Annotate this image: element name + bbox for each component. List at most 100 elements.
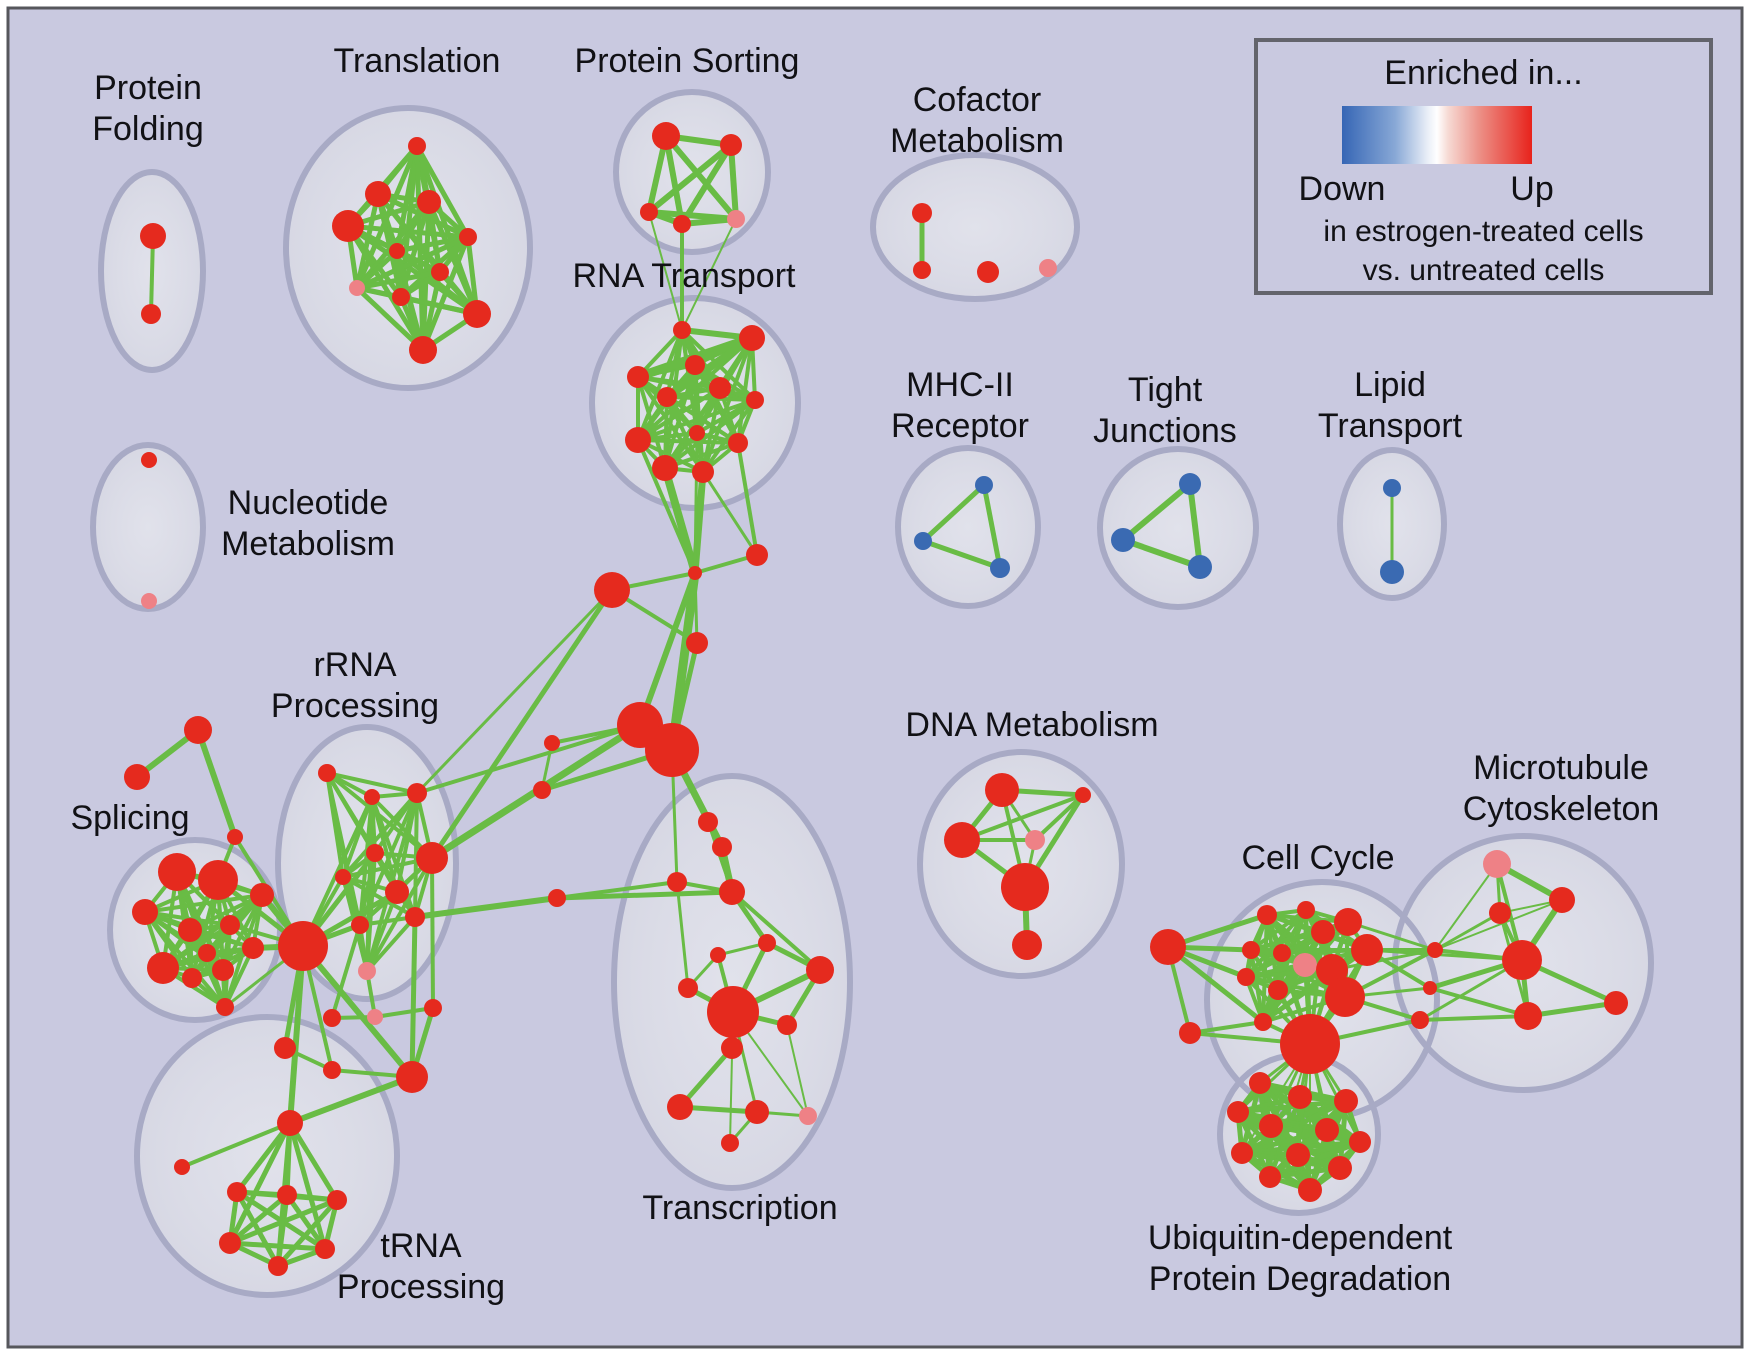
network-edge	[1419, 1014, 1529, 1022]
network-edge	[636, 329, 684, 441]
network-node-tg2	[124, 764, 150, 790]
network-node-tr9	[392, 288, 410, 306]
network-edge	[345, 224, 426, 352]
cluster-label-nucleotide-metabolism-line1: Nucleotide	[228, 484, 389, 522]
network-edge	[663, 135, 685, 225]
network-node-m6	[1604, 991, 1628, 1015]
cluster-label-cofactor-metabolism-line1: Cofactor	[913, 81, 1042, 119]
network-node-cc4	[1242, 941, 1260, 959]
network-node-x7	[806, 956, 834, 984]
network-node-rt5	[709, 377, 731, 399]
network-node-nm2	[141, 593, 157, 609]
network-edge	[667, 572, 700, 751]
network-node-cc11	[1351, 934, 1383, 966]
network-edge	[342, 875, 416, 919]
cluster-label-splicing: Splicing	[70, 799, 189, 837]
network-edge	[1241, 1127, 1328, 1156]
network-node-x11	[721, 1037, 743, 1059]
network-edge	[663, 398, 757, 470]
cluster-ellipse-cofactor-metabolism	[870, 152, 1080, 302]
network-node-x8	[678, 978, 698, 998]
network-node-tr7	[431, 263, 449, 281]
network-node-r16	[323, 1061, 341, 1079]
network-node-r10	[358, 962, 376, 980]
legend-down-label: Down	[1298, 170, 1386, 208]
network-edge	[1434, 899, 1563, 951]
network-node-th	[277, 1110, 303, 1136]
network-edge	[736, 337, 754, 444]
network-edge	[675, 881, 690, 989]
network-edge	[701, 387, 722, 473]
network-node-cc8	[1237, 968, 1255, 986]
network-edge	[356, 269, 441, 291]
cluster-label-translation: Translation	[334, 42, 501, 80]
network-node-ccL	[1150, 929, 1186, 965]
cluster-label-rna-transport: RNA Transport	[573, 257, 797, 295]
network-node-s9	[212, 959, 234, 981]
network-node-c3	[594, 572, 630, 608]
network-edge	[1434, 911, 1501, 952]
network-node-m1	[1483, 850, 1511, 878]
cluster-ellipse-translation	[283, 105, 533, 391]
network-node-m3	[1489, 902, 1511, 924]
cluster-ellipse-microtubule-cytoskeleton	[1392, 833, 1654, 1093]
network-edge	[234, 1190, 281, 1268]
network-edge	[681, 218, 737, 331]
network-node-c7	[548, 889, 566, 907]
network-node-tr11	[409, 336, 437, 364]
cluster-ellipse-protein-folding	[98, 169, 206, 373]
network-node-r3	[407, 783, 427, 803]
network-node-rt8	[689, 425, 705, 441]
network-edge	[414, 895, 558, 920]
network-node-x15	[721, 1134, 739, 1152]
network-node-s11	[216, 998, 234, 1016]
network-node-x10	[777, 1015, 797, 1035]
network-node-ccG	[1280, 1014, 1340, 1074]
network-node-x1	[698, 812, 718, 832]
network-node-r15	[274, 1037, 296, 1059]
network-edge	[647, 142, 733, 215]
network-node-cc5	[1273, 944, 1291, 962]
network-edge	[730, 890, 822, 972]
cluster-label-lipid-transport-line1: Lipid	[1354, 366, 1426, 404]
network-edge	[1249, 908, 1308, 952]
network-edge	[300, 944, 415, 1079]
cluster-ellipse-lipid-transport	[1337, 447, 1447, 601]
network-node-x9	[707, 986, 759, 1038]
network-edge	[1189, 1020, 1264, 1035]
network-edge	[661, 466, 699, 575]
network-edge	[416, 723, 641, 795]
network-node-mh3	[990, 558, 1010, 578]
network-node-tj3	[1188, 555, 1212, 579]
network-node-u6	[1315, 1118, 1339, 1142]
network-edge	[1121, 481, 1192, 543]
network-node-d3	[944, 822, 980, 858]
network-node-r8	[405, 907, 425, 927]
network-node-r2	[364, 789, 380, 805]
network-node-hub2	[645, 723, 699, 777]
network-node-co2	[913, 261, 931, 279]
network-edge	[429, 588, 615, 860]
network-node-s6	[250, 883, 274, 907]
network-node-co1	[912, 203, 932, 223]
legend-caption-line1: in estrogen-treated cells	[1323, 215, 1644, 248]
network-node-mh2	[914, 532, 932, 550]
network-edge	[786, 1024, 809, 1117]
cluster-label-lipid-transport-line2: Transport	[1318, 407, 1463, 445]
network-node-ps5	[727, 210, 745, 228]
network-node-s1	[158, 853, 196, 891]
cluster-label-transcription: Transcription	[642, 1189, 837, 1227]
network-node-u11	[1259, 1166, 1281, 1188]
network-node-x5	[710, 947, 726, 963]
network-node-r14	[396, 1061, 428, 1093]
network-node-rt3	[685, 355, 705, 375]
legend-gradient-bar	[1342, 106, 1532, 164]
network-node-c4	[686, 632, 708, 654]
network-node-tr5	[459, 228, 477, 246]
network-node-s5	[220, 915, 240, 935]
network-node-tr6	[389, 243, 405, 259]
network-node-ps4	[673, 215, 691, 233]
network-node-s12	[242, 937, 264, 959]
network-edge	[1166, 945, 1265, 1024]
network-edge	[374, 1006, 434, 1019]
